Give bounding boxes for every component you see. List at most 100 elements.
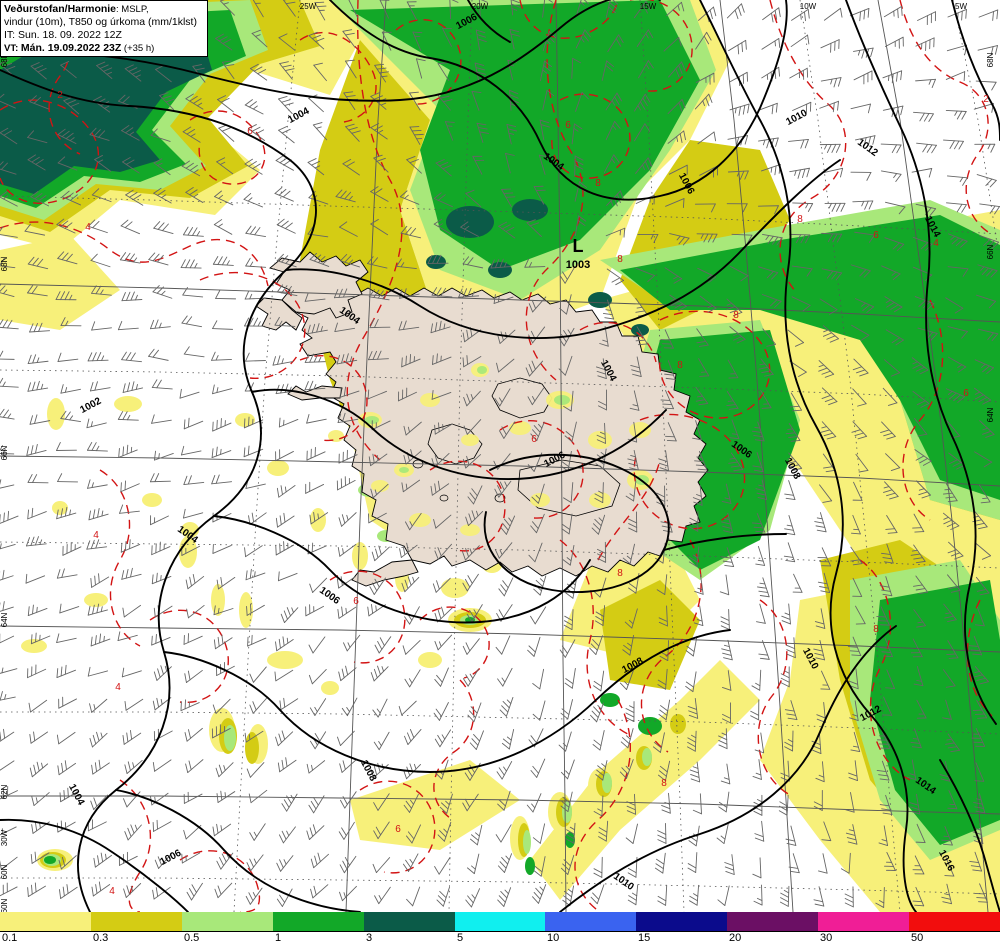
barb-stroke <box>470 394 474 400</box>
barb-stroke <box>628 523 638 528</box>
barb-stroke <box>473 702 482 723</box>
barb-stroke <box>535 494 541 500</box>
wind-barb <box>475 29 487 51</box>
wind-barb <box>275 541 295 556</box>
wind-barb <box>371 545 390 562</box>
barb-stroke <box>86 441 93 451</box>
barb-stroke <box>930 333 938 341</box>
barb-stroke <box>183 419 186 430</box>
barb-stroke <box>0 696 16 702</box>
wind-barb <box>219 0 235 16</box>
barb-stroke <box>882 714 893 716</box>
barb-stroke <box>837 100 839 111</box>
barb-stroke <box>572 578 577 599</box>
wind-barb <box>245 257 267 268</box>
barb-stroke <box>885 36 904 47</box>
barb-stroke <box>501 189 512 208</box>
wind-barb <box>850 171 872 181</box>
barb-stroke <box>575 0 583 18</box>
barb-stroke <box>538 884 547 904</box>
wind-barb <box>276 855 294 872</box>
barb-stroke <box>403 804 410 813</box>
barb-stroke <box>974 892 985 895</box>
wind-barb <box>979 235 1000 249</box>
barb-stroke <box>280 613 285 624</box>
barb-stroke <box>90 421 93 428</box>
barb-stroke <box>504 889 509 895</box>
barb-stroke <box>788 603 791 625</box>
map-canvas[interactable]: 1006 1004 1006 1010 1012 1014 1002 1004 1004 1006… <box>0 0 1000 912</box>
barb-stroke <box>56 441 61 451</box>
barb-stroke <box>185 547 187 554</box>
barb-stroke <box>498 895 506 903</box>
barb-stroke <box>56 637 77 643</box>
barb-stroke <box>659 709 668 716</box>
barb-stroke <box>433 192 442 199</box>
wind-barb <box>560 699 573 720</box>
barb-stroke <box>189 95 198 102</box>
barb-stroke <box>696 456 703 458</box>
wind-barb <box>278 126 295 144</box>
barb-stroke <box>473 485 483 505</box>
barb-stroke <box>309 258 330 267</box>
wind-barb <box>212 320 233 330</box>
barb-stroke <box>594 518 602 527</box>
barb-stroke <box>337 736 341 746</box>
barb-stroke <box>371 604 374 614</box>
barb-stroke <box>574 155 584 161</box>
barb-stroke <box>467 895 474 904</box>
barb-stroke <box>252 892 257 898</box>
lon-label-5W: 5W <box>955 2 967 11</box>
wind-barb <box>847 636 862 657</box>
barb-stroke <box>657 774 666 782</box>
wind-barb <box>117 631 138 642</box>
wind-barb <box>401 576 420 593</box>
barb-stroke <box>591 527 599 535</box>
barb-stroke <box>430 485 433 496</box>
barb-stroke <box>788 138 809 142</box>
barb-stroke <box>462 332 466 343</box>
wind-barb <box>528 296 547 313</box>
barb-stroke <box>787 739 794 743</box>
barb-stroke <box>495 549 500 559</box>
barb-stroke <box>121 130 140 141</box>
wind-barb <box>309 577 328 593</box>
barb-stroke <box>595 615 604 622</box>
barb-stroke <box>404 678 411 688</box>
t850-label-2-6: 2 <box>983 94 989 105</box>
barb-stroke <box>635 884 639 906</box>
barb-stroke <box>374 188 383 195</box>
barb-stroke <box>313 254 322 262</box>
wind-barb <box>598 389 607 411</box>
barb-stroke <box>595 366 606 371</box>
barb-stroke <box>27 509 29 520</box>
barb-stroke <box>991 81 997 91</box>
barb-stroke <box>592 892 600 900</box>
barb-stroke <box>979 883 988 903</box>
barb-stroke <box>822 500 833 503</box>
barb-stroke <box>464 772 471 781</box>
barb-stroke <box>754 439 765 442</box>
wind-barb <box>879 637 893 658</box>
barb-stroke <box>535 579 544 587</box>
wind-barb <box>87 352 109 362</box>
wind-barb <box>697 131 717 145</box>
barb-stroke <box>339 891 343 902</box>
wind-barb <box>916 699 927 719</box>
barb-stroke <box>663 37 680 52</box>
barb-stroke <box>627 438 638 443</box>
barb-stroke <box>854 231 875 236</box>
barb-stroke <box>990 46 994 56</box>
barb-stroke <box>134 824 138 831</box>
wind-barb <box>788 853 800 874</box>
wind-barb <box>821 268 843 281</box>
barb-stroke <box>828 202 832 209</box>
barb-stroke <box>65 253 73 262</box>
barb-stroke <box>124 700 127 711</box>
barb-stroke <box>0 635 15 646</box>
barb-stroke <box>561 460 570 468</box>
barb-stroke <box>31 666 33 677</box>
barb-stroke <box>666 605 668 627</box>
barb-stroke <box>411 824 421 844</box>
wind-barb <box>879 576 893 597</box>
